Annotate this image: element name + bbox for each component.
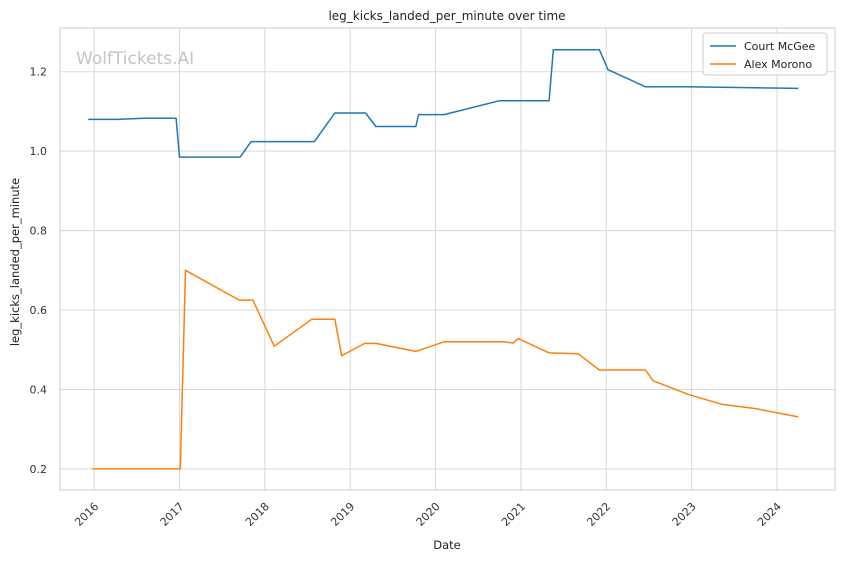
series-line-alex-morono: [92, 269, 799, 470]
y-tick-label-1.2: 1.2: [30, 66, 48, 79]
y-tick-label-0.8: 0.8: [30, 225, 48, 238]
y-axis-ticks: 0.2 0.4 0.6 0.8 1.0 1.2: [30, 66, 48, 476]
series-line-court-mcgee: [88, 49, 799, 158]
watermark: WolfTickets.AI: [76, 49, 194, 69]
y-tick-label-0.6: 0.6: [30, 304, 48, 317]
legend-label-court-mcgee: Court McGee: [744, 40, 816, 53]
legend-label-alex-morono: Alex Morono: [744, 58, 812, 71]
chart-title: leg_kicks_landed_per_minute over time: [328, 9, 565, 23]
y-axis-title: leg_kicks_landed_per_minute: [8, 178, 22, 346]
x-axis-title: Date: [433, 538, 461, 552]
y-tick-label-0.4: 0.4: [30, 383, 48, 396]
y-tick-label-1.0: 1.0: [30, 145, 48, 158]
plot-frame: [59, 27, 836, 491]
grid: [60, 28, 835, 490]
y-tick-label-0.2: 0.2: [30, 463, 48, 476]
legend: Court McGee Alex Morono: [702, 32, 828, 76]
series-layer: [88, 49, 799, 470]
